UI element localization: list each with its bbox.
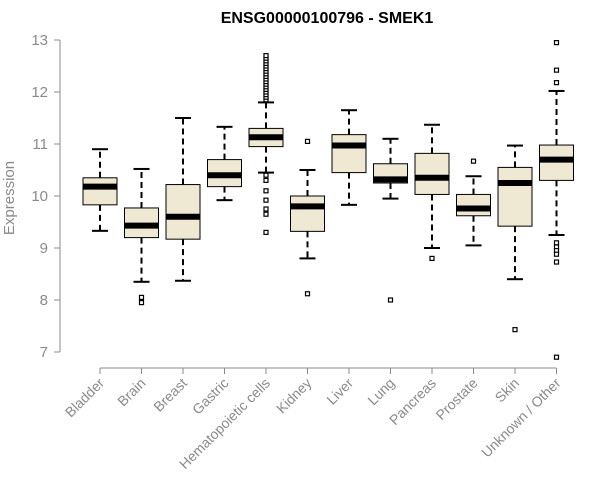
outlier-point [263, 172, 269, 178]
box-kidney [290, 138, 325, 297]
box-gastric [207, 125, 242, 202]
box-bladder [82, 148, 118, 232]
outlier-point [553, 251, 560, 257]
iqr-box [497, 166, 533, 227]
outlier-point [553, 39, 560, 46]
outlier-point [138, 294, 145, 300]
outlier-point [304, 291, 311, 297]
x-tick-label: Liver [323, 375, 356, 408]
y-tick-label: 11 [32, 136, 48, 153]
iqr-box [82, 177, 118, 206]
box-unknown-other [539, 39, 574, 360]
iqr-box [414, 152, 450, 195]
box-liver [331, 109, 367, 206]
box-lung [373, 137, 408, 303]
outlier-point [263, 177, 269, 183]
outlier-point [263, 52, 269, 59]
x-tick-label: Prostate [432, 375, 480, 423]
outlier-point [553, 259, 560, 265]
x-tick-label: Lung [364, 375, 397, 408]
outlier-point [553, 354, 560, 360]
x-tick-label: Bladder [62, 375, 108, 421]
outlier-point [470, 158, 477, 164]
plot-area [82, 39, 574, 360]
box-breast [165, 117, 201, 282]
outlier-point [553, 240, 560, 246]
outlier-point [263, 211, 269, 217]
outlier-point [512, 327, 518, 333]
x-tick-label: Kidney [273, 375, 315, 417]
x-tick-label: Skin [492, 375, 523, 406]
outlier-point [553, 80, 560, 86]
iqr-box [165, 184, 201, 240]
iqr-box [331, 134, 367, 174]
y-tick-label: 10 [31, 188, 48, 205]
iqr-box [290, 195, 325, 232]
outlier-point [263, 229, 269, 235]
outlier-point [387, 297, 394, 303]
y-tick-label: 8 [40, 292, 48, 309]
outlier-point [138, 300, 145, 306]
y-tick-label: 7 [40, 344, 48, 361]
y-tick-label: 9 [40, 240, 48, 257]
x-tick-label: Breast [150, 375, 190, 415]
box-skin [497, 144, 533, 333]
outlier-point [263, 197, 269, 203]
x-tick-label: Brain [114, 375, 148, 409]
iqr-box [456, 193, 491, 217]
outlier-point [304, 138, 311, 144]
box-prostate [456, 158, 491, 247]
outlier-point [553, 67, 560, 73]
y-tick-label: 13 [31, 32, 48, 49]
y-axis-title: Expression [1, 161, 18, 235]
box-pancreas [414, 123, 450, 261]
box-brain [124, 167, 159, 306]
outlier-point [263, 206, 269, 212]
x-tick-label: Unknown / Other [478, 375, 564, 461]
box-hematopoietic-cells [248, 52, 284, 235]
iqr-box [539, 144, 574, 181]
y-axis: 7 8 9 10 11 12 13 [31, 32, 61, 361]
outlier-point [429, 255, 435, 261]
outlier-point [263, 188, 269, 194]
y-tick-label: 12 [31, 84, 48, 101]
chart-title: ENSG00000100796 - SMEK1 [221, 10, 434, 27]
